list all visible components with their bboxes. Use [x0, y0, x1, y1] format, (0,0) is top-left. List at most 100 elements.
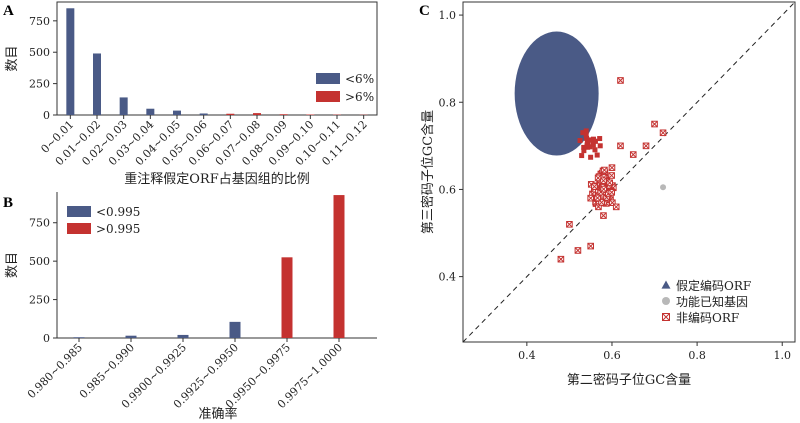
noncoding-orf-point: [600, 212, 607, 219]
plot-frame-c: [462, 1, 796, 343]
noncoding-cross: [659, 129, 667, 136]
x-axis-title-a: 重注释假定ORF占基因组的比例: [124, 171, 309, 187]
legend-marker-coding: [661, 280, 671, 289]
noncoding-cross: [557, 256, 565, 263]
noncoding-orf-filled: [584, 135, 590, 141]
bar-b: [229, 321, 241, 338]
legend-label-known: 功能已知基因: [676, 295, 748, 309]
noncoding-orf-point: [659, 129, 667, 137]
noncoding-orf-point: [566, 221, 573, 228]
y-tick-label-b: 500: [29, 255, 50, 268]
noncoding-orf-point: [606, 179, 613, 187]
bar-b: [333, 195, 345, 338]
bar-a: [66, 8, 75, 115]
noncoding-cross: [591, 183, 598, 190]
noncoding-orf-point: [587, 242, 594, 250]
noncoding-cross: [608, 164, 616, 171]
bar-a: [279, 114, 288, 115]
noncoding-orf-point: [574, 247, 582, 254]
legend-label-gt6: >6%: [345, 90, 374, 104]
noncoding-orf-point: [608, 164, 616, 171]
bar-a: [199, 113, 208, 115]
bar-b: [73, 337, 85, 338]
y-tick-label-c: 0.6: [439, 183, 457, 196]
noncoding-orf-point: [600, 185, 608, 193]
bar-a: [119, 97, 128, 115]
noncoding-orf-filled: [581, 144, 587, 150]
y-axis-title-a: 数目: [5, 45, 20, 71]
noncoding-cross: [566, 221, 573, 228]
noncoding-orf-point: [617, 142, 624, 150]
noncoding-orf-filled: [583, 132, 589, 138]
noncoding-cross: [574, 247, 582, 254]
noncoding-orf-filled: [583, 128, 589, 134]
noncoding-orf-point: [608, 189, 616, 196]
noncoding-cross: [617, 142, 624, 149]
noncoding-orf-filled: [584, 140, 590, 146]
bar-a: [253, 113, 261, 115]
plot-frame-a: [56, 1, 378, 116]
noncoding-cross: [601, 166, 608, 174]
y-tick-label-b: 250: [29, 294, 50, 307]
y-tick-label-c: 1.0: [439, 9, 457, 22]
panel-letter-c: C: [419, 3, 430, 19]
x-tick-label-c: 1.0: [773, 349, 791, 362]
legend-swatch-gt6: [316, 91, 340, 102]
noncoding-cross: [613, 203, 620, 211]
noncoding-orf-point: [651, 120, 658, 128]
noncoding-orf-point: [594, 174, 602, 182]
y-tick-label-a: 500: [29, 46, 50, 59]
bar-a: [173, 110, 181, 115]
noncoding-orf-point: [612, 203, 620, 211]
y-tick-label-a: 250: [29, 78, 50, 91]
noncoding-orf-filled: [597, 136, 603, 142]
noncoding-orf-point: [617, 77, 624, 84]
y-tick-label-a: 750: [29, 15, 50, 28]
y-tick-label-b: 0: [43, 332, 50, 345]
x-tick-label-c: 0.6: [603, 349, 621, 362]
known-gene-point: [660, 184, 667, 191]
noncoding-cross: [600, 177, 607, 184]
bar-a: [93, 53, 101, 115]
noncoding-orf-point: [591, 183, 598, 190]
x-tick-label-c: 0.4: [518, 349, 536, 362]
bar-a: [306, 114, 315, 115]
noncoding-cross: [587, 195, 594, 202]
noncoding-orf-filled: [592, 147, 598, 153]
scatter-points-c: [514, 31, 667, 263]
noncoding-orf-filled: [597, 143, 603, 149]
noncoding-orf-point: [594, 194, 601, 202]
noncoding-orf-filled: [587, 144, 593, 150]
noncoding-cross: [608, 189, 615, 196]
noncoding-cross: [617, 77, 624, 84]
noncoding-cross: [594, 174, 602, 182]
noncoding-cross: [594, 194, 601, 202]
y-axis-title-c: 第三密码子位GC含量: [420, 110, 436, 234]
noncoding-orf-point: [557, 255, 565, 263]
bar-a: [146, 108, 155, 115]
noncoding-orf-point: [642, 142, 650, 150]
legend-swatch-lt0995: [67, 206, 91, 217]
noncoding-cross: [587, 242, 594, 250]
noncoding-orf-point: [601, 166, 608, 174]
noncoding-orf-filled: [588, 137, 594, 143]
diagonal-reference-line: [462, 1, 796, 343]
noncoding-cross: [600, 185, 607, 193]
noncoding-cross: [651, 120, 658, 128]
bar-b: [125, 335, 137, 338]
y-tick-label-c: 0.4: [439, 271, 457, 284]
legend-swatch-lt6: [316, 73, 340, 84]
noncoding-orf-point: [608, 172, 615, 179]
noncoding-cross: [630, 151, 637, 158]
x-tick-label-c: 0.8: [688, 349, 706, 362]
noncoding-orf-filled: [588, 154, 594, 160]
y-tick-label-c: 0.8: [439, 96, 457, 109]
x-axis-title-b: 准确率: [198, 406, 237, 422]
y-tick-label-a: 0: [43, 109, 50, 122]
noncoding-orf-filled: [580, 130, 586, 136]
x-axis-title-c: 第二密码子位GC含量: [567, 372, 691, 388]
legend-label-coding: 假定编码ORF: [676, 278, 751, 293]
legend-label-gt0995: >0.995: [96, 222, 140, 236]
bar-a: [226, 113, 235, 115]
